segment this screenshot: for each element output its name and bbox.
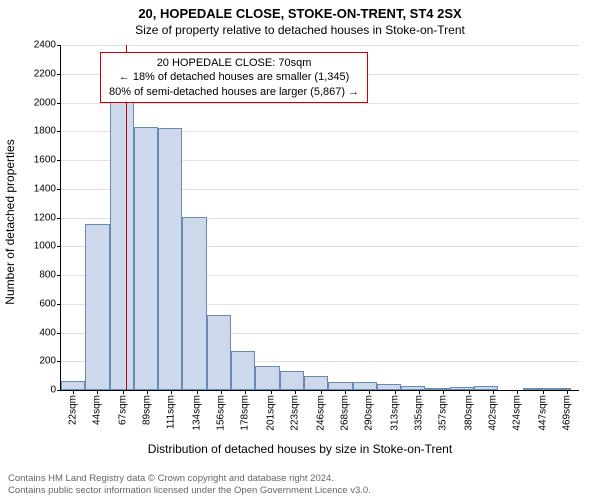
xtick-label: 201sqm bbox=[265, 395, 276, 431]
footer-line-2: Contains public sector information licen… bbox=[8, 485, 592, 496]
ytick-label: 0 bbox=[50, 385, 56, 396]
infobox-line-3: 80% of semi-detached houses are larger (… bbox=[109, 85, 359, 99]
ytick-label: 2400 bbox=[34, 40, 56, 51]
histogram-bar bbox=[255, 366, 279, 390]
histogram-bar bbox=[231, 351, 255, 390]
xtick-mark bbox=[171, 390, 172, 394]
gridline bbox=[61, 45, 579, 46]
ytick-mark bbox=[57, 246, 61, 247]
xtick-label: 246sqm bbox=[315, 395, 326, 431]
xtick-mark bbox=[245, 390, 246, 394]
xtick-label: 223sqm bbox=[290, 395, 301, 431]
xtick-label: 178sqm bbox=[240, 395, 251, 431]
ytick-mark bbox=[57, 304, 61, 305]
ytick-mark bbox=[57, 45, 61, 46]
ytick-mark bbox=[57, 275, 61, 276]
xtick-mark bbox=[345, 390, 346, 394]
xtick-mark bbox=[369, 390, 370, 394]
ytick-mark bbox=[57, 390, 61, 391]
histogram-bar bbox=[110, 74, 134, 390]
histogram-bar bbox=[158, 128, 182, 390]
ytick-mark bbox=[57, 131, 61, 132]
ytick-label: 1400 bbox=[34, 183, 56, 194]
xtick-label: 313sqm bbox=[389, 395, 400, 431]
infobox-line-2: ← 18% of detached houses are smaller (1,… bbox=[109, 70, 359, 84]
ytick-mark bbox=[57, 74, 61, 75]
xtick-label: 134sqm bbox=[191, 395, 202, 431]
xtick-label: 290sqm bbox=[364, 395, 375, 431]
xtick-mark bbox=[321, 390, 322, 394]
histogram-bar bbox=[304, 376, 328, 390]
histogram-bar bbox=[377, 384, 401, 390]
ytick-label: 1200 bbox=[34, 212, 56, 223]
x-axis-label: Distribution of detached houses by size … bbox=[0, 442, 600, 456]
xtick-label: 469sqm bbox=[561, 395, 572, 431]
ytick-mark bbox=[57, 189, 61, 190]
xtick-label: 424sqm bbox=[512, 395, 523, 431]
histogram-bar bbox=[401, 386, 425, 390]
xtick-mark bbox=[419, 390, 420, 394]
ytick-label: 1600 bbox=[34, 155, 56, 166]
ytick-label: 400 bbox=[39, 327, 56, 338]
reference-infobox: 20 HOPEDALE CLOSE: 70sqm ← 18% of detach… bbox=[100, 52, 368, 103]
xtick-label: 357sqm bbox=[438, 395, 449, 431]
histogram-bar bbox=[328, 382, 352, 390]
xtick-mark bbox=[197, 390, 198, 394]
histogram-bar bbox=[425, 388, 449, 390]
xtick-label: 335sqm bbox=[413, 395, 424, 431]
histogram-bar bbox=[474, 386, 498, 390]
histogram-bar bbox=[182, 217, 206, 390]
histogram-bar bbox=[85, 224, 109, 390]
attribution-footer: Contains HM Land Registry data © Crown c… bbox=[8, 473, 592, 496]
histogram-bar bbox=[207, 315, 231, 390]
histogram-bar bbox=[280, 371, 304, 390]
footer-line-1: Contains HM Land Registry data © Crown c… bbox=[8, 473, 592, 484]
xtick-label: 156sqm bbox=[216, 395, 227, 431]
xtick-mark bbox=[97, 390, 98, 394]
xtick-label: 268sqm bbox=[339, 395, 350, 431]
xtick-label: 89sqm bbox=[142, 395, 153, 425]
xtick-label: 67sqm bbox=[117, 395, 128, 425]
xtick-label: 22sqm bbox=[68, 395, 79, 425]
xtick-mark bbox=[123, 390, 124, 394]
chart-title-main: 20, HOPEDALE CLOSE, STOKE-ON-TRENT, ST4 … bbox=[0, 0, 600, 21]
xtick-mark bbox=[295, 390, 296, 394]
ytick-mark bbox=[57, 160, 61, 161]
xtick-mark bbox=[517, 390, 518, 394]
xtick-mark bbox=[469, 390, 470, 394]
xtick-mark bbox=[147, 390, 148, 394]
xtick-mark bbox=[543, 390, 544, 394]
histogram-bar bbox=[61, 381, 85, 390]
ytick-label: 2000 bbox=[34, 97, 56, 108]
xtick-mark bbox=[567, 390, 568, 394]
chart-container: 20, HOPEDALE CLOSE, STOKE-ON-TRENT, ST4 … bbox=[0, 0, 600, 500]
ytick-label: 200 bbox=[39, 356, 56, 367]
xtick-label: 402sqm bbox=[487, 395, 498, 431]
chart-title-sub: Size of property relative to detached ho… bbox=[0, 21, 600, 37]
xtick-mark bbox=[443, 390, 444, 394]
ytick-label: 1800 bbox=[34, 126, 56, 137]
ytick-mark bbox=[57, 361, 61, 362]
ytick-mark bbox=[57, 103, 61, 104]
ytick-mark bbox=[57, 333, 61, 334]
xtick-mark bbox=[271, 390, 272, 394]
histogram-bar bbox=[450, 387, 474, 390]
ytick-label: 1000 bbox=[34, 241, 56, 252]
xtick-mark bbox=[221, 390, 222, 394]
ytick-label: 600 bbox=[39, 298, 56, 309]
xtick-label: 111sqm bbox=[166, 395, 177, 429]
xtick-mark bbox=[395, 390, 396, 394]
histogram-bar bbox=[134, 127, 158, 390]
xtick-label: 447sqm bbox=[537, 395, 548, 431]
xtick-label: 380sqm bbox=[463, 395, 474, 431]
ytick-label: 2200 bbox=[34, 68, 56, 79]
xtick-mark bbox=[493, 390, 494, 394]
ytick-mark bbox=[57, 218, 61, 219]
infobox-line-1: 20 HOPEDALE CLOSE: 70sqm bbox=[109, 56, 359, 70]
xtick-mark bbox=[73, 390, 74, 394]
xtick-label: 44sqm bbox=[92, 395, 103, 425]
ytick-label: 800 bbox=[39, 270, 56, 281]
histogram-bar bbox=[353, 382, 377, 390]
